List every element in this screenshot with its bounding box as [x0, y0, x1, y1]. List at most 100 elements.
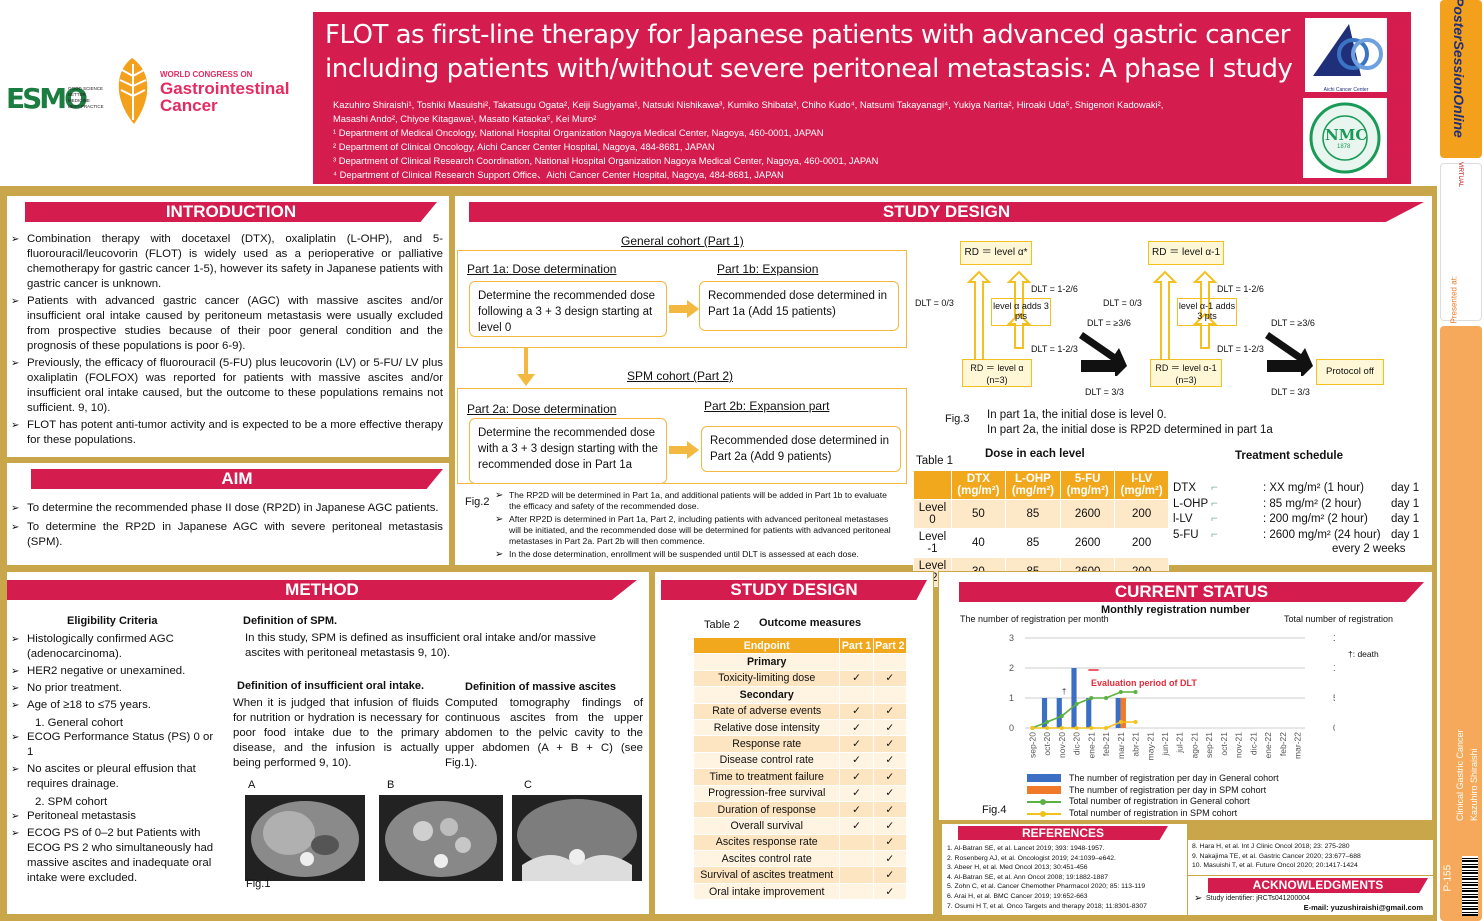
x-tick-label: ene-22 [1263, 732, 1273, 759]
fig1-label: Fig.1 [246, 878, 271, 890]
aim-bullet: To determine the RP2D in Japanese AGC wi… [11, 520, 443, 550]
x-tick-label: jun-21 [1160, 732, 1170, 757]
table-row: Relative dose intensity ✓ ✓ [692, 718, 908, 737]
general-cohort-frame [457, 250, 907, 348]
table2-cell: Ascites response rate [692, 833, 841, 852]
x-tick-label: sep-21 [1204, 732, 1214, 758]
spm-definition-heading: Definition of SPM. [243, 615, 338, 627]
part2a-box: Determine the recommended dose with a 3 … [469, 418, 667, 484]
table-row: Survival of ascites treatment ✓ [692, 866, 908, 884]
references-panel-right: 8. Hara H, et al. Int J Clinic Oncol 201… [1188, 840, 1433, 875]
bar [1056, 698, 1062, 728]
outcome-panel: STUDY DESIGN Table 2 Outcome measures En… [654, 571, 934, 915]
fig4-label: Fig.4 [982, 804, 1007, 816]
table2-cell: ✓ [872, 833, 908, 852]
point [1059, 714, 1064, 718]
intro-panel: INTRODUCTION Combination therapy with do… [6, 195, 450, 458]
table1-cell: 200 [1114, 528, 1169, 558]
x-tick-label: oct-20 [1042, 732, 1052, 756]
part1a-label: Part 1a: Dose determination [467, 262, 617, 276]
y-tick-label: 2 [1009, 663, 1014, 673]
dlt-label: DLT = 3/3 [1085, 387, 1124, 397]
criterion: HER2 negative or unexamined. [11, 664, 221, 679]
dlt-label: DLT = ≥3/6 [1087, 318, 1131, 328]
criterion: ECOG Performance Status (PS) 0 or 1 [11, 730, 221, 760]
bar [1120, 698, 1126, 728]
x-tick-label: dic-21 [1248, 732, 1258, 755]
adds-box: level α-1 adds 3 pts [1177, 298, 1237, 326]
intro-bullet: Previously, the efficacy of fluorouracil… [11, 356, 443, 416]
table-row: Duration of response ✓ ✓ [692, 800, 908, 819]
bar [1115, 698, 1121, 728]
ascites-heading: Definition of massive ascites [465, 681, 616, 693]
registration-chart: 0 1 2 3 0 5 10 15 sep-20 oct-20 nov-20 dic-20 ene-21… [1009, 633, 1335, 760]
reference-item: 5. Zohn C, et al. Cancer Chemother Pharm… [947, 883, 1146, 891]
fig2-label: Fig.2 [465, 496, 490, 508]
legend-swatch [1027, 810, 1061, 817]
table1-header: L-OHP (mg/m²) [1004, 470, 1062, 500]
point [1045, 720, 1050, 724]
fig2-note: The RP2D will be determined in Part 1a, … [495, 490, 893, 512]
status-panel: CURRENT STATUS Monthly registration numb… [938, 571, 1433, 821]
reference-item: 8. Hara H, et al. Int J Clinic Oncol 201… [1192, 843, 1350, 850]
esmo-logo: ESMO GOOD SCIENCE BETTER MEDICINE BEST PRA… [6, 82, 104, 115]
reference-item: 10. Masuishi T, et al. Future Oncol 2020… [1192, 862, 1358, 870]
general-cohort-label: General cohort (Part 1) [621, 234, 744, 248]
dlt-label: DLT = 0/3 [1103, 298, 1142, 308]
part1b-label: Part 1b: Expansion [717, 262, 819, 276]
table1-cell: Level -1 [913, 528, 952, 558]
bar [1071, 668, 1077, 728]
table2-cell: ✓ [839, 718, 874, 737]
adds-box: level α adds 3 pts [991, 298, 1051, 326]
table2-cell: Duration of response [692, 800, 841, 819]
y2-tick-label: 0 [1333, 723, 1335, 733]
table2-label: Table 2 [704, 619, 740, 631]
point [1133, 720, 1138, 724]
table2-cell: Relative dose intensity [692, 718, 841, 737]
table2-cell: Oral intake improvement [692, 882, 841, 901]
flow-arrows [966, 270, 1313, 376]
table2-cell [872, 686, 908, 704]
table2-cell: ✓ [839, 735, 874, 753]
table1-header: DTX (mg/m²) [950, 470, 1006, 500]
table-row: Disease control rate ✓ ✓ [692, 751, 908, 770]
table2-cell: ✓ [872, 751, 908, 770]
schedule-row: L-OHP ⌐: 85 mg/m² (2 hour) day 1 [1173, 497, 1433, 513]
table1-header [913, 470, 952, 500]
arrow-down-icon [517, 348, 535, 386]
point [1074, 726, 1079, 730]
table-row: Progression-free survival ✓ ✓ [692, 784, 908, 802]
ct-scan-image-c [512, 795, 642, 881]
criterion: Age of ≥18 to ≤75 years. [11, 698, 221, 713]
table2-cell: Response rate [692, 735, 841, 753]
table-row: Primary [692, 653, 908, 671]
table2-cell: Survival of ascites treatment [692, 866, 841, 884]
x-tick-label: mar-22 [1293, 732, 1303, 759]
intro-bullet: Patients with advanced gastric cancer (A… [11, 294, 443, 354]
spm-cohort-label: SPM cohort (Part 2) [627, 369, 734, 383]
schedule-interval: every 2 weeks [1332, 543, 1406, 555]
table-row: Time to treatment failure ✓ ✓ [692, 768, 908, 786]
infusion-icon: ⌐ [1211, 513, 1218, 525]
reference-item: 2. Rosenberg AJ, et al. Oncologist 2019;… [947, 854, 1116, 862]
acknowledgments-panel: ACKNOWLEDGMENTS Study identifier: jRCTs0… [1188, 876, 1433, 915]
table2-header: Endpoint [692, 636, 841, 655]
point [1074, 702, 1079, 706]
table1-cell: 50 [950, 499, 1006, 529]
nmc-logo: NMC 1878 [1303, 98, 1387, 178]
part1b-box: Recommended dose determined in Part 1a (… [699, 281, 899, 331]
infusion-icon: ⌐ [1211, 528, 1218, 541]
fig3-caption: In part 1a, the initial dose is level 0.… [987, 409, 1273, 436]
table2-cell: Time to treatment failure [692, 768, 841, 786]
aim-bullet: To determine the recommended phase II do… [11, 501, 443, 516]
reference-item: 6. Arai H, et al. BMC Cancer 2019; 19:65… [947, 892, 1088, 900]
legend-item: Total number of registration in General … [1027, 796, 1279, 808]
table2-cell: Overall survival [692, 817, 841, 835]
schedule-row: l-LV ⌐: 200 mg/m² (2 hour) day 1 [1173, 512, 1433, 528]
references-panel: REFERENCES 1. Al-Batran SE, et al. Lance… [942, 824, 1187, 915]
table2-cell: ✓ [872, 718, 908, 737]
point [1030, 726, 1035, 730]
intro-bullet: Combination therapy with docetaxel (DTX)… [11, 232, 443, 292]
table1-cell: 40 [950, 528, 1006, 558]
death-note: †: death [1348, 649, 1379, 659]
